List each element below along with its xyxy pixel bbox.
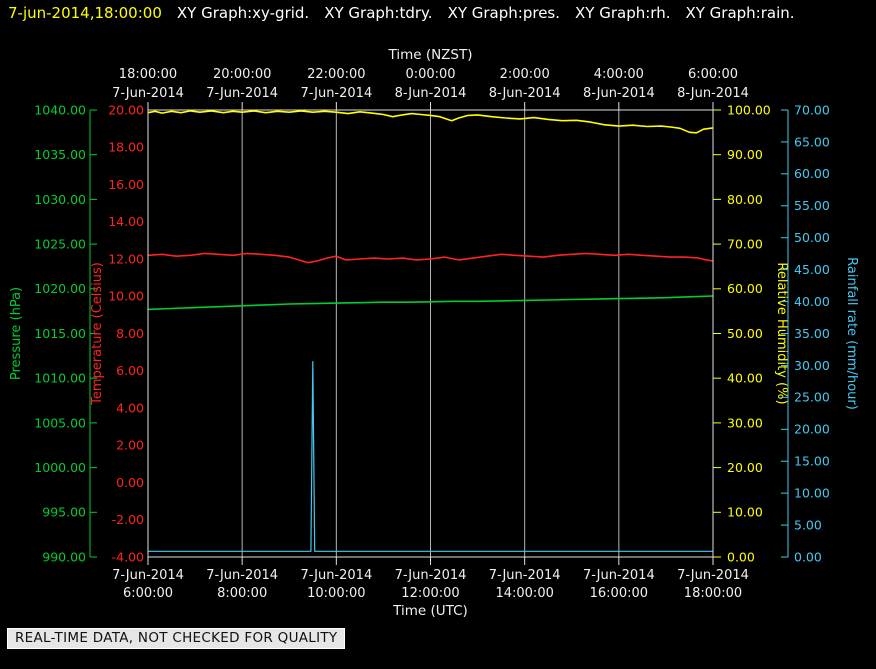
y-tick-label-rain: 45.00 (794, 262, 830, 277)
quality-warning: REAL-TIME DATA, NOT CHECKED FOR QUALITY (7, 628, 346, 649)
x-tick-time-bottom: 8:00:00 (217, 586, 267, 601)
y-tick-label-humidity: 10.00 (727, 505, 763, 520)
x-tick-date-top: 8-Jun-2014 (489, 86, 561, 101)
graph-tabs: XY Graph:xy-grid. XY Graph:tdry. XY Graph:… (177, 4, 795, 22)
y-tick-label-humidity: 0.00 (727, 549, 755, 564)
y-tick-label-temperature: 8.00 (116, 326, 144, 341)
x-tick-time-bottom: 18:00:00 (684, 586, 742, 601)
y-tick-label-temperature: 6.00 (116, 363, 144, 378)
y-tick-label-temperature: 10.00 (108, 289, 144, 304)
y-tick-label-temperature: 12.00 (108, 251, 144, 266)
y-tick-label-temperature: 16.00 (108, 177, 144, 192)
x-tick-date-top: 7-Jun-2014 (206, 86, 278, 101)
y-tick-label-rain: 55.00 (794, 198, 830, 213)
y-tick-label-humidity: 70.00 (727, 236, 763, 251)
x-tick-date-top: 8-Jun-2014 (677, 86, 749, 101)
y-tick-label-pressure: 990.00 (42, 549, 86, 564)
y-tick-label-rain: 25.00 (794, 390, 830, 405)
x-tick-date-bottom: 7-Jun-2014 (300, 568, 372, 583)
y-tick-label-rain: 30.00 (794, 358, 830, 373)
y-tick-label-temperature: -2.00 (112, 512, 144, 527)
x-tick-time-top: 2:00:00 (500, 67, 550, 82)
y-tick-label-humidity: 20.00 (727, 460, 763, 475)
y-tick-label-pressure: 995.00 (42, 505, 86, 520)
y-tick-label-pressure: 1010.00 (34, 371, 86, 386)
header-timestamp: 7-jun-2014,18:00:00 (8, 4, 162, 22)
x-tick-date-bottom: 7-Jun-2014 (583, 568, 655, 583)
x-tick-date-bottom: 7-Jun-2014 (206, 568, 278, 583)
y-tick-label-temperature: 20.00 (108, 102, 144, 117)
x-tick-time-bottom: 14:00:00 (495, 586, 553, 601)
graph-tab-2[interactable]: XY Graph:tdry. (324, 4, 433, 22)
x-tick-date-top: 7-Jun-2014 (300, 86, 372, 101)
y-tick-label-rain: 65.00 (794, 134, 830, 149)
y-tick-label-rain: 0.00 (794, 549, 822, 564)
x-tick-time-top: 20:00:00 (213, 67, 271, 82)
header: 7-jun-2014,18:00:00 XY Graph:xy-grid. XY … (8, 4, 795, 22)
y-tick-label-pressure: 1015.00 (34, 326, 86, 341)
y-tick-label-temperature: 0.00 (116, 475, 144, 490)
x-tick-date-bottom: 7-Jun-2014 (677, 568, 749, 583)
x-tick-time-top: 0:00:00 (405, 67, 455, 82)
y-tick-label-pressure: 1000.00 (34, 460, 86, 475)
y-axis-title-temperature: Temperature (Celsius) (90, 262, 105, 406)
x-tick-time-bottom: 12:00:00 (401, 586, 459, 601)
y-tick-label-rain: 10.00 (794, 486, 830, 501)
series-tdry (147, 252, 714, 264)
y-tick-label-humidity: 100.00 (727, 102, 771, 117)
y-tick-label-rain: 60.00 (794, 166, 830, 181)
graph-tab-5[interactable]: XY Graph:rain. (685, 4, 795, 22)
x-tick-date-bottom: 7-Jun-2014 (112, 568, 184, 583)
y-axis-title-pressure: Pressure (hPa) (9, 287, 24, 380)
y-tick-label-rain: 5.00 (794, 517, 822, 532)
x-tick-time-bottom: 10:00:00 (307, 586, 365, 601)
y-tick-label-rain: 70.00 (794, 102, 830, 117)
y-tick-label-humidity: 50.00 (727, 326, 763, 341)
y-tick-label-pressure: 1040.00 (34, 102, 86, 117)
graph-tab-3[interactable]: XY Graph:pres. (447, 4, 561, 22)
y-tick-label-pressure: 1020.00 (34, 281, 86, 296)
graph-tab-1[interactable]: XY Graph:xy-grid. (176, 4, 310, 22)
graph-tab-4[interactable]: XY Graph:rh. (575, 4, 671, 22)
x-tick-date-bottom: 7-Jun-2014 (395, 568, 467, 583)
series-rain (148, 361, 713, 552)
series-pres (147, 295, 714, 311)
y-tick-label-temperature: -4.00 (112, 549, 144, 564)
x-tick-date-top: 8-Jun-2014 (395, 86, 467, 101)
x-tick-time-top: 22:00:00 (307, 67, 365, 82)
x-tick-time-top: 18:00:00 (119, 67, 177, 82)
y-tick-label-rain: 40.00 (794, 294, 830, 309)
y-tick-label-humidity: 60.00 (727, 281, 763, 296)
y-tick-label-pressure: 1025.00 (34, 236, 86, 251)
x-axis-title-top: Time (NZST) (387, 47, 472, 63)
series-rh (147, 110, 714, 134)
x-tick-date-top: 7-Jun-2014 (112, 86, 184, 101)
x-tick-time-top: 6:00:00 (688, 67, 738, 82)
x-tick-date-bottom: 7-Jun-2014 (489, 568, 561, 583)
plot-border (147, 109, 714, 558)
x-tick-date-top: 8-Jun-2014 (583, 86, 655, 101)
y-tick-label-humidity: 30.00 (727, 415, 763, 430)
y-tick-label-humidity: 80.00 (727, 192, 763, 207)
y-axis-title-rain: Rainfall rate (mm/hour) (844, 257, 859, 410)
y-tick-label-rain: 15.00 (794, 454, 830, 469)
y-tick-label-temperature: 4.00 (116, 400, 144, 415)
y-tick-label-humidity: 40.00 (727, 371, 763, 386)
y-tick-label-rain: 35.00 (794, 326, 830, 341)
x-tick-time-top: 4:00:00 (594, 67, 644, 82)
y-tick-label-pressure: 1030.00 (34, 192, 86, 207)
y-tick-label-temperature: 18.00 (108, 140, 144, 155)
y-tick-label-rain: 20.00 (794, 422, 830, 437)
x-tick-time-bottom: 6:00:00 (123, 586, 173, 601)
x-axis-title-bottom: Time (UTC) (392, 603, 468, 619)
y-tick-label-temperature: 2.00 (116, 438, 144, 453)
x-tick-time-bottom: 16:00:00 (590, 586, 648, 601)
y-tick-label-temperature: 14.00 (108, 214, 144, 229)
y-tick-label-pressure: 1005.00 (34, 415, 86, 430)
y-tick-label-rain: 50.00 (794, 230, 830, 245)
y-tick-label-pressure: 1035.00 (34, 147, 86, 162)
y-tick-label-humidity: 90.00 (727, 147, 763, 162)
